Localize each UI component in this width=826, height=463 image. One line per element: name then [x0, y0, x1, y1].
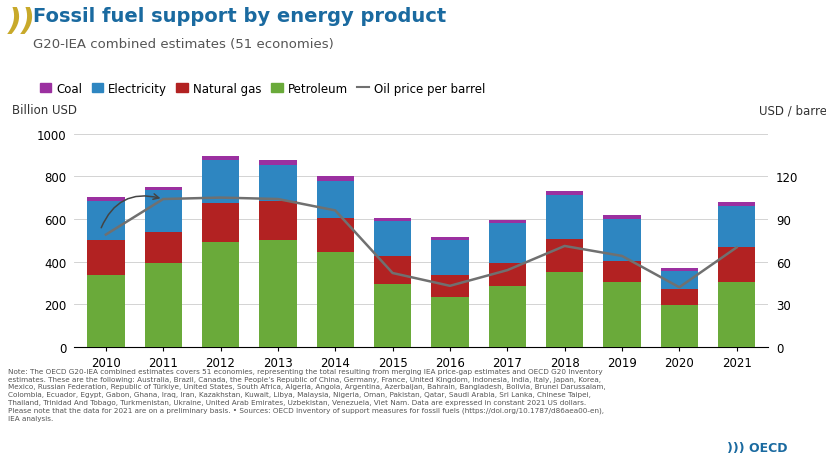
Bar	[661, 290, 698, 306]
Bar	[603, 219, 641, 261]
Bar	[603, 215, 641, 219]
Bar	[718, 247, 755, 282]
Bar	[546, 196, 583, 240]
Text: Fossil fuel support by energy product: Fossil fuel support by energy product	[33, 7, 446, 26]
Bar	[718, 206, 755, 247]
Bar	[489, 287, 526, 347]
Bar	[145, 263, 182, 347]
Bar	[374, 222, 411, 257]
Bar	[431, 241, 468, 276]
Bar	[374, 219, 411, 222]
Bar	[603, 261, 641, 282]
Bar	[202, 204, 240, 243]
Bar	[546, 240, 583, 273]
Bar	[374, 257, 411, 284]
Bar	[316, 219, 354, 252]
Legend: Coal, Electricity, Natural gas, Petroleum, Oil price per barrel: Coal, Electricity, Natural gas, Petroleu…	[35, 78, 490, 100]
Bar	[259, 165, 297, 201]
Bar	[145, 232, 182, 263]
Bar	[431, 238, 468, 241]
Bar	[145, 188, 182, 191]
Text: ))) OECD: ))) OECD	[727, 441, 787, 454]
Bar	[316, 181, 354, 219]
Bar	[718, 282, 755, 347]
Bar	[259, 161, 297, 165]
Text: G20-IEA combined estimates (51 economies): G20-IEA combined estimates (51 economies…	[33, 38, 334, 51]
Bar	[489, 224, 526, 263]
Bar	[374, 284, 411, 347]
Bar	[489, 263, 526, 287]
Bar	[718, 202, 755, 206]
Bar	[316, 252, 354, 347]
Text: Note: The OECD G20-IEA combined estimates covers 51 economies, representing the : Note: The OECD G20-IEA combined estimate…	[8, 368, 606, 421]
Bar	[259, 201, 297, 241]
Bar	[88, 276, 125, 347]
Bar	[546, 273, 583, 347]
Bar	[316, 177, 354, 181]
Bar	[661, 269, 698, 272]
Bar	[88, 201, 125, 241]
Bar	[202, 243, 240, 347]
Bar	[88, 197, 125, 201]
Bar	[259, 241, 297, 347]
Bar	[145, 191, 182, 232]
Text: Billion USD: Billion USD	[12, 104, 77, 117]
Bar	[202, 161, 240, 204]
Text: USD / barrel: USD / barrel	[759, 104, 826, 117]
Bar	[546, 192, 583, 196]
Bar	[489, 220, 526, 224]
Bar	[661, 272, 698, 290]
Bar	[88, 241, 125, 276]
Text: )): ))	[8, 7, 36, 36]
Bar	[431, 276, 468, 297]
Bar	[661, 306, 698, 347]
Bar	[603, 282, 641, 347]
Bar	[431, 297, 468, 347]
Bar	[202, 156, 240, 161]
